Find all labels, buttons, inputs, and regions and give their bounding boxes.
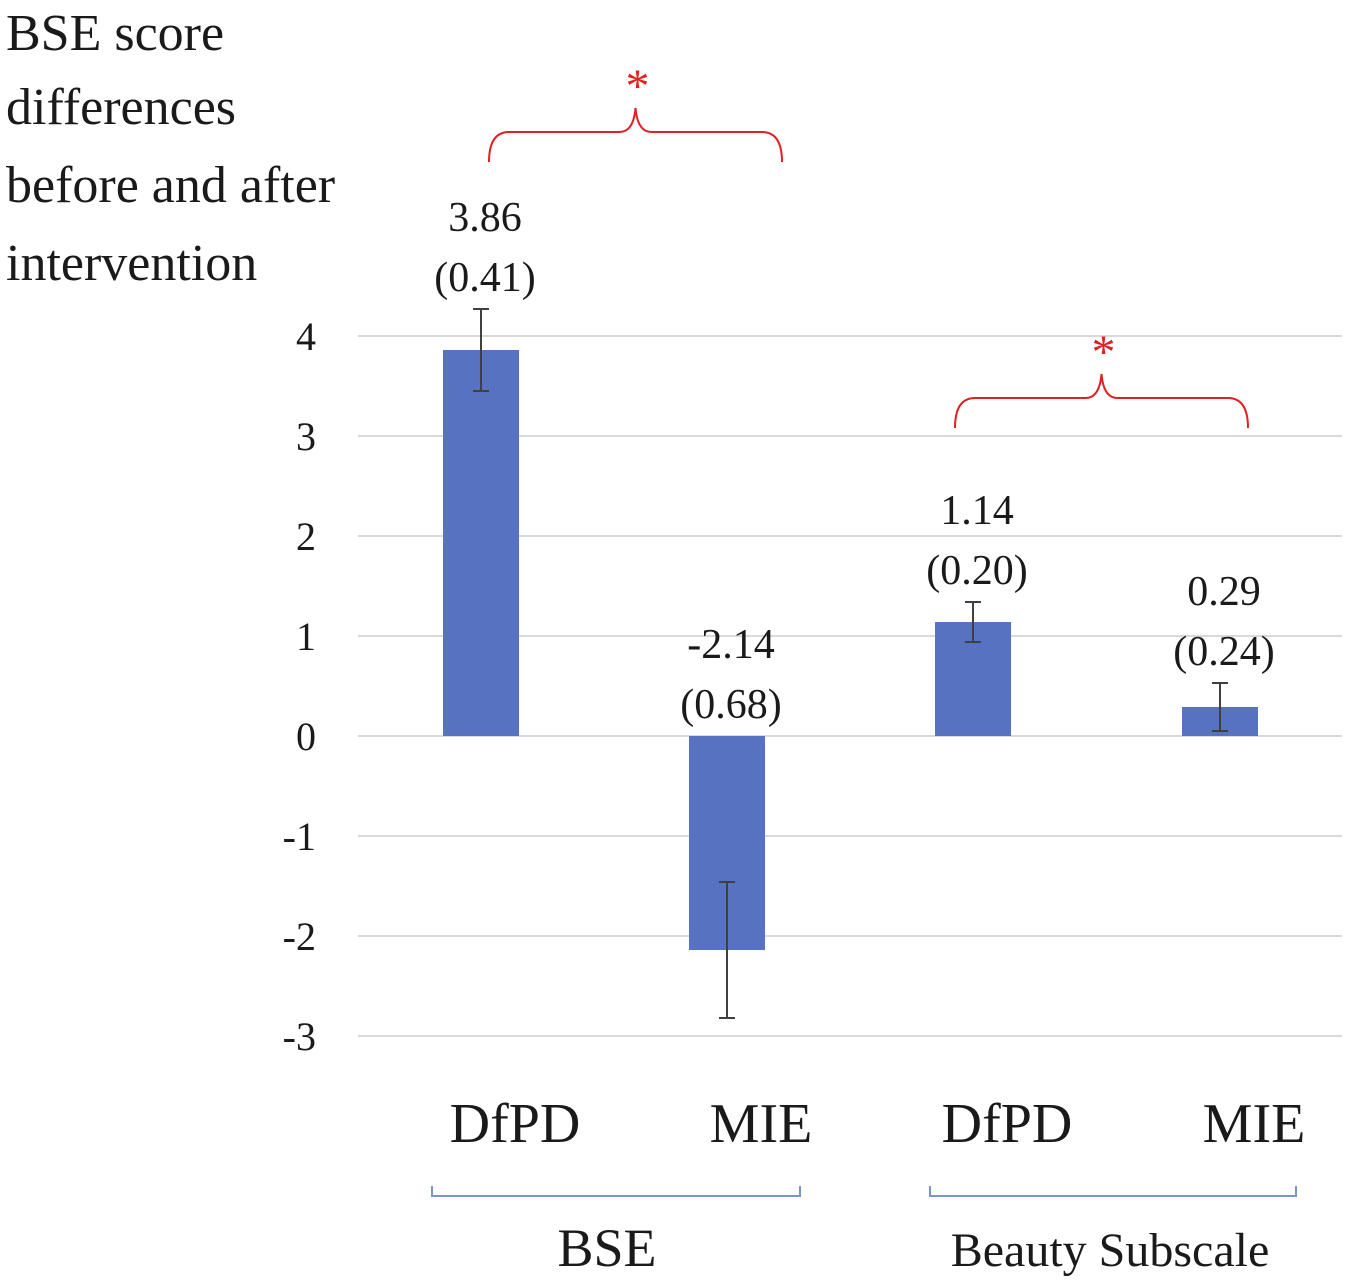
significance-asterisk: * — [626, 60, 650, 113]
y-tick-label: 2 — [296, 514, 316, 559]
y-tick-label: 3 — [296, 414, 316, 459]
y-tick-label: 4 — [296, 314, 316, 359]
significance-bracket — [954, 373, 1249, 429]
group-label: BSE — [557, 1218, 656, 1278]
y-tick-label: 0 — [296, 714, 316, 759]
error-bars — [473, 308, 1228, 1019]
significance-markers: ** — [488, 60, 1249, 429]
data-labels: (0.41) 3.86 (0.68) -2.14 (0.20) 1.14 (0.24) 0.2… — [434, 195, 1274, 728]
data-label-value: -2.14 — [687, 622, 775, 668]
bars — [443, 350, 1258, 950]
y-axis-label: BSE score differences before and after inte… — [6, 5, 335, 292]
category-label: DfPD — [942, 1093, 1073, 1155]
bar — [443, 350, 519, 736]
category-labels: DfPD MIE DfPD MIE — [450, 1093, 1306, 1155]
data-label-value: 3.86 — [448, 195, 522, 241]
data-label-se: (0.20) — [926, 548, 1027, 594]
y-axis-label-line: differences — [6, 79, 236, 136]
data-label-value: 0.29 — [1187, 569, 1261, 615]
data-label-se: (0.41) — [434, 255, 535, 301]
data-label-se: (0.68) — [680, 682, 781, 728]
y-tick-label: -2 — [283, 914, 316, 959]
y-tick-labels: 4 3 2 1 0 -1 -2 -3 — [283, 314, 316, 1059]
group-labels: BSE Beauty Subscale — [431, 1186, 1297, 1278]
significance-bracket — [488, 107, 783, 163]
category-label: MIE — [1203, 1093, 1306, 1155]
group-bracket — [431, 1186, 801, 1197]
group-label: Beauty Subscale — [951, 1224, 1270, 1277]
y-axis-label-line: BSE score — [6, 5, 224, 62]
y-axis-label-line: before and after — [6, 157, 335, 214]
category-label: DfPD — [450, 1093, 581, 1155]
group-bracket — [929, 1186, 1297, 1197]
data-label-se: (0.24) — [1173, 629, 1274, 675]
significance-asterisk: * — [1092, 326, 1116, 379]
y-axis-label-line: intervention — [6, 235, 257, 292]
y-tick-label: 1 — [296, 614, 316, 659]
gridlines — [358, 335, 1342, 1037]
y-tick-label: -3 — [283, 1014, 316, 1059]
data-label-value: 1.14 — [940, 488, 1014, 534]
category-label: MIE — [710, 1093, 813, 1155]
y-tick-label: -1 — [283, 814, 316, 859]
